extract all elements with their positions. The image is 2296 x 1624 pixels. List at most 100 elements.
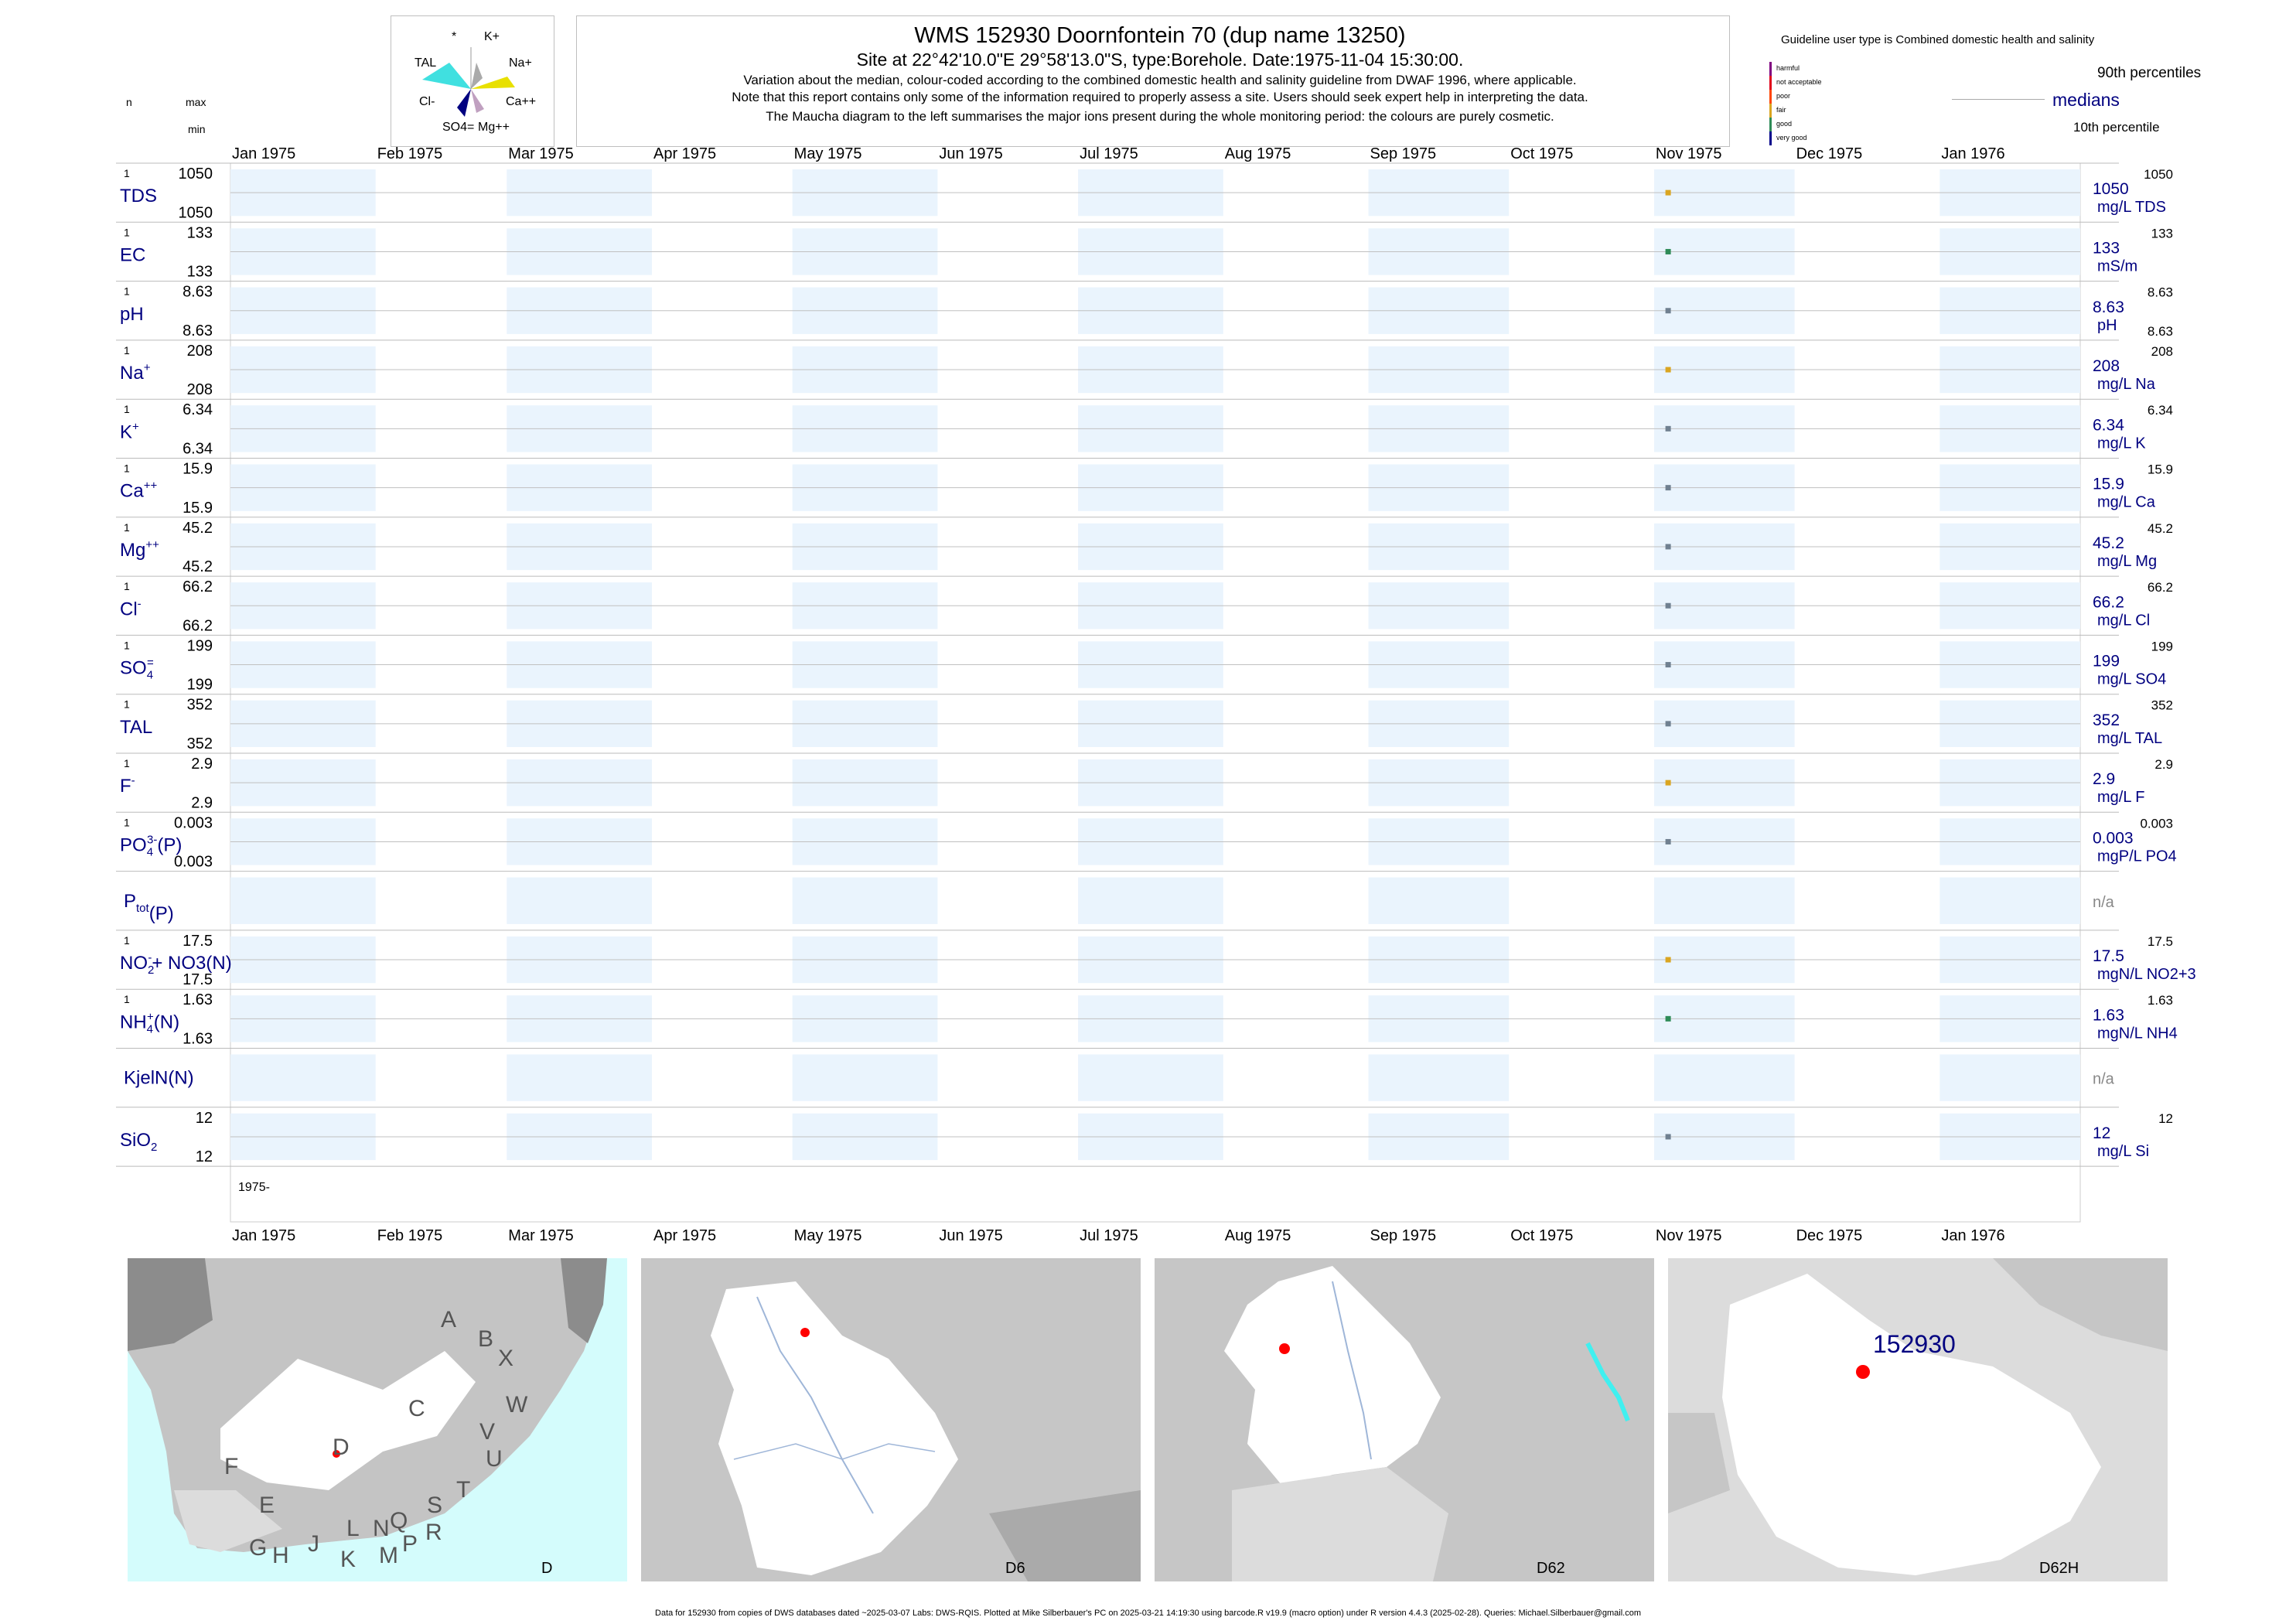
row-median: 45.2 (2093, 534, 2124, 552)
row-max: 133 (187, 224, 213, 241)
parameter-name: NH4+(N) (120, 1010, 179, 1035)
row-p90: 0.003 (2140, 816, 2173, 831)
month-label-top: Aug 1975 (1225, 145, 1291, 162)
row-p90: 1050 (2144, 167, 2173, 182)
map-panel-d6 (641, 1258, 1141, 1581)
row-unit: mg/L TDS (2097, 199, 2166, 216)
maucha-label-na: Na+ (509, 56, 532, 70)
row-min: 352 (187, 735, 213, 752)
site-number-label: 152930 (1873, 1330, 1956, 1358)
row-n: 1 (124, 698, 130, 711)
month-label-top: Feb 1975 (377, 145, 443, 162)
month-label-bottom: Apr 1975 (653, 1227, 716, 1244)
row-n: 1 (124, 757, 130, 769)
legend-level-harmful: harmful (1776, 64, 1800, 72)
maucha-label-ca: Ca++ (506, 95, 537, 108)
row-median: 6.34 (2093, 416, 2124, 434)
row-p90: 15.9 (2148, 462, 2173, 477)
row-min: 199 (187, 677, 213, 694)
row-unit: mg/L Si (2097, 1143, 2149, 1160)
region-label-r: R (425, 1520, 442, 1545)
legend-level-poor: poor (1776, 92, 1791, 100)
row-unit: mg/L Cl (2097, 612, 2150, 629)
note-line-1: Variation about the median, colour-coded… (743, 73, 1577, 87)
data-point-ph (1665, 308, 1671, 314)
row-min: 1050 (179, 204, 213, 221)
month-label-bottom: Jul 1975 (1080, 1227, 1138, 1244)
note-line-2: Note that this report contains only some… (732, 90, 1588, 104)
legend-level-fair: fair (1776, 106, 1786, 114)
row-max: 17.5 (183, 933, 213, 950)
month-label-top: Jun 1975 (939, 145, 1002, 162)
map-label-d: D (541, 1560, 553, 1577)
data-point-f (1665, 780, 1671, 786)
row-unit: mgP/L PO4 (2097, 848, 2177, 865)
row-n: 1 (124, 521, 130, 534)
region-label-n: N (373, 1516, 390, 1541)
row-n: 1 (124, 403, 130, 415)
row-median: 1.63 (2093, 1006, 2124, 1024)
row-min: 66.2 (183, 617, 213, 634)
row-min: 17.5 (183, 971, 213, 988)
row-n: 1 (124, 934, 130, 947)
row-min: 2.9 (191, 794, 213, 811)
row-max: 352 (187, 697, 213, 714)
month-shade (1078, 877, 1223, 924)
month-shade (230, 877, 376, 924)
month-shade (1368, 1054, 1510, 1101)
row-min: 1.63 (183, 1031, 213, 1048)
row-max: 8.63 (183, 284, 213, 301)
month-label-bottom: Jan 1975 (232, 1227, 295, 1244)
row-n: 1 (124, 462, 130, 475)
row-n: 1 (124, 639, 130, 651)
row-min: 12 (196, 1148, 213, 1165)
row-p90: 8.63 (2148, 285, 2173, 300)
row-max: 12 (196, 1110, 213, 1127)
parameter-name: pH (120, 304, 144, 325)
legend-level-very-good: very good (1776, 134, 1807, 142)
row-median: 66.2 (2093, 593, 2124, 611)
legend-p90: 90th percentiles (2097, 65, 2202, 81)
data-point-nh (1665, 1015, 1671, 1022)
row-min: 6.34 (183, 441, 213, 458)
month-shade (507, 1054, 653, 1101)
month-shade (792, 877, 938, 924)
row-p90: 208 (2151, 344, 2173, 359)
row-median: 12 (2093, 1124, 2110, 1142)
month-shade (1653, 1054, 1795, 1101)
row-min: 133 (187, 264, 213, 281)
month-label-top: Mar 1975 (508, 145, 574, 162)
row-max: 0.003 (174, 814, 213, 831)
month-shade (1653, 877, 1795, 924)
month-shade (1939, 1054, 2080, 1101)
row-p90: 45.2 (2148, 521, 2173, 536)
row-min: 208 (187, 381, 213, 398)
row-na: n/a (2093, 1071, 2115, 1088)
parameter-name: Mg++ (120, 538, 159, 561)
map-panel-d62 (1155, 1258, 1654, 1581)
parameter-name: NO2-+ NO3(N) (120, 951, 232, 977)
map-label-d6: D6 (1005, 1560, 1025, 1577)
month-label-bottom: Mar 1975 (508, 1227, 574, 1244)
region-label-l: L (346, 1516, 360, 1541)
row-p90: 199 (2151, 639, 2173, 653)
parameter-name: KjelN(N) (124, 1068, 194, 1089)
row-median: 17.5 (2093, 947, 2124, 965)
maucha-label-so4: SO4= (442, 121, 475, 134)
data-point-po (1665, 838, 1671, 844)
month-shade (1939, 877, 2080, 924)
month-shade (507, 877, 653, 924)
row-p90: 1.63 (2148, 993, 2173, 1008)
region-label-b: B (478, 1326, 494, 1352)
legend-median-line (1952, 99, 2045, 100)
header-min: min (188, 123, 206, 135)
data-point-ca (1665, 485, 1671, 491)
row-max: 15.9 (183, 461, 213, 478)
region-label-k: K (340, 1547, 357, 1572)
month-label-top: May 1975 (794, 145, 862, 162)
row-median: 352 (2093, 711, 2120, 729)
row-max: 6.34 (183, 401, 213, 418)
legend-p10: 10th percentile (2073, 120, 2160, 135)
header-max: max (186, 96, 206, 108)
row-min: 45.2 (183, 558, 213, 575)
